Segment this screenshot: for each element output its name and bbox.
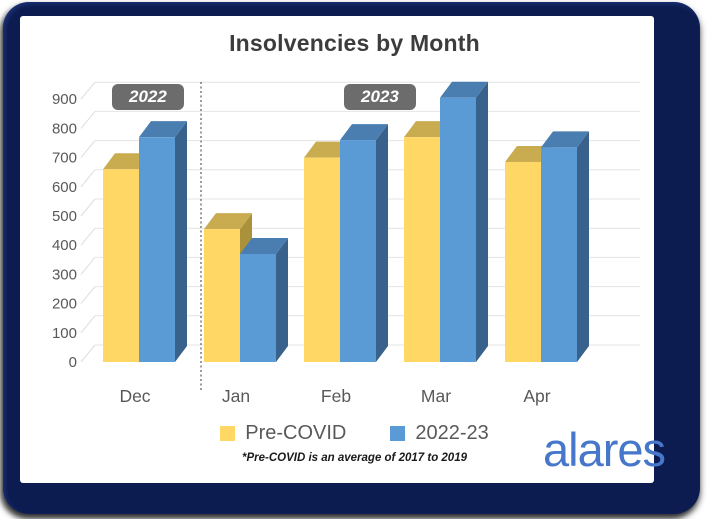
y-tick-label: 400 — [52, 237, 77, 254]
y-tick-label: 300 — [52, 266, 77, 283]
bar-pre-covid-dec — [103, 169, 139, 362]
y-tick-label: 0 — [69, 354, 77, 371]
bar-top-pre-covid-jan — [204, 213, 252, 230]
legend-label-2022-23: 2022-23 — [415, 421, 489, 444]
year-badge-2022: 2022 — [112, 84, 184, 110]
alares-logo: alares — [542, 423, 666, 476]
month-label: Jan — [222, 386, 250, 406]
y-tick-label: 900 — [52, 91, 77, 108]
bar-pre-covid-feb — [304, 157, 340, 362]
legend-label-pre-covid: Pre-COVID — [245, 421, 347, 444]
bar-2022-23-mar — [440, 97, 476, 363]
axis-connector-line — [80, 227, 96, 246]
y-tick-label: 700 — [52, 150, 77, 167]
month-label: Apr — [523, 386, 550, 406]
bar-2022-23-apr — [541, 147, 577, 362]
bar-top-2022-23-jan — [240, 237, 288, 254]
bar-2022-23-feb — [340, 140, 376, 362]
legend-item-2022-23: 2022-23 — [390, 421, 489, 445]
axis-connector-line — [80, 169, 96, 188]
y-tick-label: 200 — [52, 296, 77, 313]
pre-covid-swatch-icon — [220, 425, 236, 441]
axis-connector-line — [80, 315, 96, 334]
bar-side-2022-23-dec — [175, 121, 187, 362]
axis-connector-line — [80, 111, 96, 129]
axis-connector-line — [80, 140, 96, 158]
month-label: Feb — [321, 386, 351, 406]
legend-item-pre-covid: Pre-COVID — [220, 422, 346, 445]
axis-connector-line — [80, 344, 96, 363]
bar-2022-23-dec — [139, 137, 175, 362]
y-tick-label: 500 — [52, 208, 77, 225]
bar-side-2022-23-mar — [476, 81, 488, 363]
month-label: Dec — [119, 386, 150, 406]
2022-23-swatch-icon — [390, 425, 406, 441]
chart-legend: Pre-COVID 2022-23 — [0, 420, 709, 446]
bar-top-2022-23-apr — [541, 131, 589, 148]
axis-connector-line — [80, 257, 96, 275]
axis-connector-line — [80, 286, 96, 304]
y-tick-label: 100 — [52, 325, 77, 342]
bar-top-2022-23-dec — [139, 121, 187, 138]
bar-pre-covid-mar — [404, 137, 440, 362]
bar-2022-23-jan — [240, 253, 276, 362]
bar-side-2022-23-feb — [376, 124, 388, 362]
bar-side-2022-23-apr — [577, 131, 589, 362]
axis-connector-line — [80, 198, 96, 217]
bar-chart-plot: 0 100 200 300 400 500 600 700 800 900 Dec Jan Feb Mar… — [52, 81, 640, 406]
pre-covid-footnote: *Pre-COVID is an average of 2017 to 2019 — [242, 452, 467, 464]
y-tick-label: 800 — [52, 120, 77, 137]
chart-title: Insolvencies by Month — [229, 30, 480, 56]
month-label: Mar — [421, 386, 451, 406]
axis-connector-line — [80, 81, 96, 100]
bar-pre-covid-jan — [204, 229, 240, 362]
year-badge-2023: 2023 — [344, 84, 416, 110]
bar-side-2022-23-jan — [276, 237, 288, 362]
bar-top-2022-23-mar — [440, 81, 488, 98]
bar-top-2022-23-feb — [340, 124, 388, 141]
y-tick-label: 600 — [52, 179, 77, 196]
bar-pre-covid-apr — [505, 161, 541, 362]
